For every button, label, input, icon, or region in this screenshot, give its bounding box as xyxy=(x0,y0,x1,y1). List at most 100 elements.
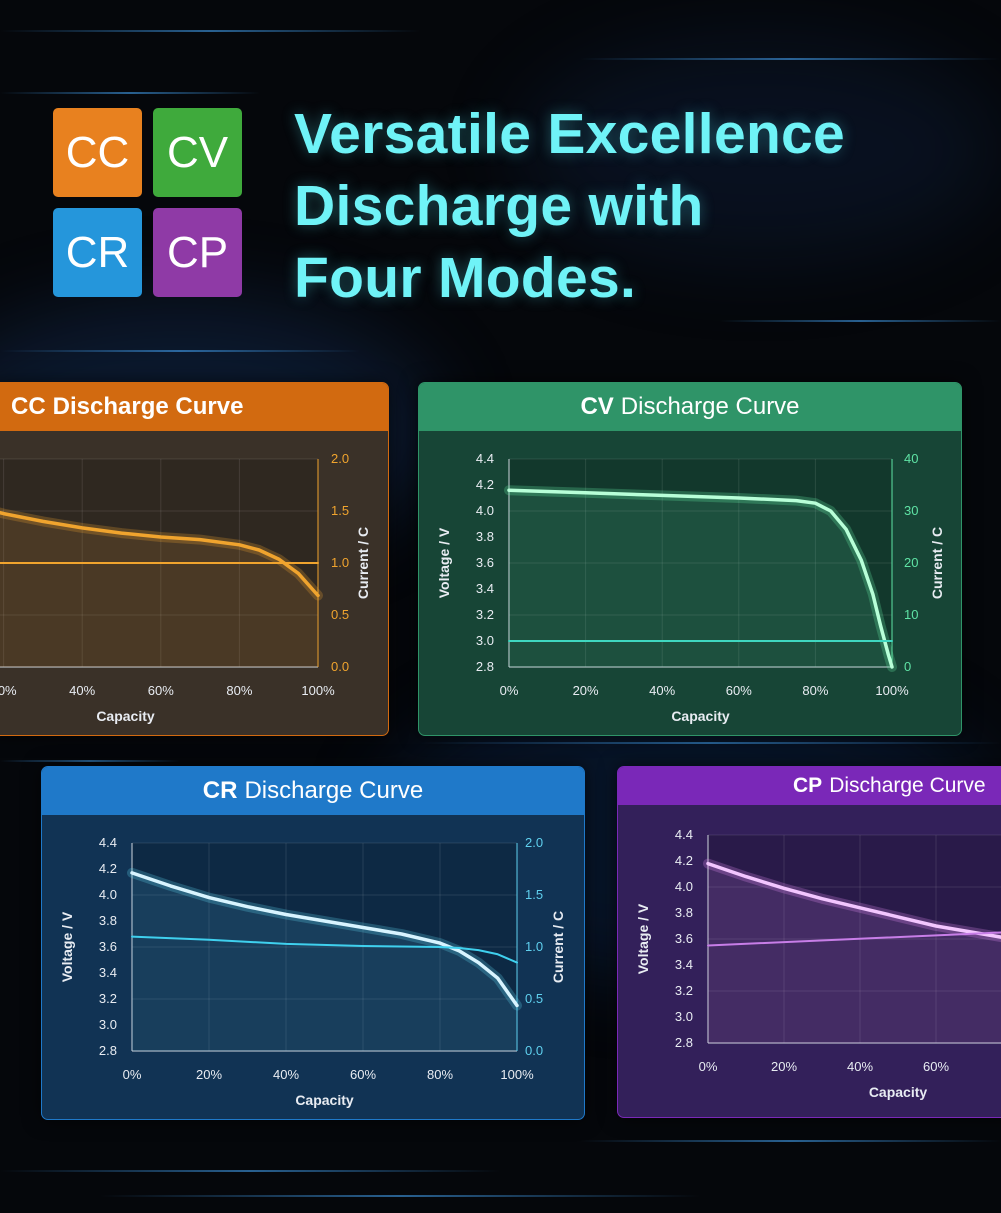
headline: Versatile Excellence Discharge with Four… xyxy=(294,98,845,314)
cc-x-tick-label: 100% xyxy=(301,683,335,698)
cc-y2-tick-label: 2.0 xyxy=(331,451,349,466)
cv-y-axis-title: Voltage / V xyxy=(436,527,452,598)
cr-discharge-chart: 0% 20% 40% 60% 80% 100% 4.4 4.2 4.0 3.8 3.6 3.4 3.2 3… xyxy=(59,835,566,1108)
cp-panel-header: CP Discharge Curve xyxy=(618,767,1001,805)
cr-series-1-line xyxy=(131,935,518,964)
cr-y2-tick-label: 1.0 xyxy=(525,939,543,954)
cr-panel-header: CR Discharge Curve xyxy=(42,767,584,815)
cp-x-tick-label: 20% xyxy=(771,1059,797,1074)
badge-cc: CC xyxy=(53,108,142,197)
cr-x-axis-title: Capacity xyxy=(295,1092,354,1108)
cp-x-tick-label: 60% xyxy=(923,1059,949,1074)
cv-title-rest: Discharge Curve xyxy=(620,393,800,420)
cc-panel-header: CC Discharge Curve xyxy=(0,383,388,431)
cv-y-tick-label: 4.0 xyxy=(476,503,494,518)
headline-line-1: Versatile Excellence xyxy=(294,102,846,166)
cc-x-tick-label: 40% xyxy=(69,683,95,698)
cr-title-rest: Discharge Curve xyxy=(244,777,424,804)
cp-y-tick-label: 3.4 xyxy=(675,957,693,972)
cv-y2-tick-label: 30 xyxy=(904,503,918,518)
cc-title-rest: Discharge Curve xyxy=(52,393,244,420)
cv-y-tick-label: 3.0 xyxy=(476,633,494,648)
cr-y-tick-label: 3.4 xyxy=(99,965,117,980)
cr-x-tick-label: 40% xyxy=(273,1067,299,1082)
cv-y2-tick-label: 20 xyxy=(904,555,918,570)
cv-y-tick-label: 3.6 xyxy=(476,555,494,570)
cp-y-tick-label: 2.8 xyxy=(675,1035,693,1050)
cv-x-tick-label: 60% xyxy=(726,683,752,698)
cr-y-tick-label: 4.4 xyxy=(99,835,117,850)
cp-title-rest: Discharge Curve xyxy=(829,774,986,797)
cv-y-tick-label: 3.4 xyxy=(476,581,494,596)
cr-discharge-panel: CR Discharge Curve 0% 20% 40% 60% 80% 100% 4.4… xyxy=(41,766,585,1120)
cc-x-tick-label: 20% xyxy=(0,683,17,698)
cr-y-tick-label: 3.6 xyxy=(99,939,117,954)
cp-y-axis-title: Voltage / V xyxy=(635,903,651,974)
cv-x-tick-label: 80% xyxy=(802,683,828,698)
mode-badges: CC CV CR CP xyxy=(53,108,243,298)
cv-y-tick-label: 2.8 xyxy=(476,659,494,674)
cr-y-tick-label: 2.8 xyxy=(99,1043,117,1058)
cp-x-tick-label: 0% xyxy=(699,1059,718,1074)
badge-cv: CV xyxy=(153,108,242,197)
cv-y2-tick-label: 10 xyxy=(904,607,918,622)
cc-y2-tick-label: 1.5 xyxy=(331,503,349,518)
cr-x-tick-label: 100% xyxy=(500,1067,534,1082)
cv-panel-header: CV Discharge Curve xyxy=(419,383,961,431)
cr-y-tick-label: 4.0 xyxy=(99,887,117,902)
cp-series-0-line xyxy=(706,861,1001,939)
cr-y2-tick-label: 0.5 xyxy=(525,991,543,1006)
cp-x-axis-title: Capacity xyxy=(869,1084,928,1100)
cr-x-tick-label: 20% xyxy=(196,1067,222,1082)
cv-y-tick-label: 3.8 xyxy=(476,529,494,544)
cc-x-tick-label: 60% xyxy=(148,683,174,698)
cp-discharge-chart: 0% 20% 40% 60% 4.4 4.2 4.0 3.8 3.6 3.4 3.2 3.0 2.8 Ca… xyxy=(635,827,1001,1100)
cp-y-tick-label: 4.0 xyxy=(675,879,693,894)
cp-discharge-panel: CP Discharge Curve 0% 20% 40% 60% 4.4 4.2 4.0 3… xyxy=(617,766,1001,1118)
cr-x-tick-label: 0% xyxy=(123,1067,142,1082)
cc-y2-tick-label: 0.0 xyxy=(331,659,349,674)
cv-y-tick-label: 4.2 xyxy=(476,477,494,492)
cr-y2-tick-label: 1.5 xyxy=(525,887,543,902)
cv-x-tick-label: 40% xyxy=(649,683,675,698)
cv-discharge-chart: 0% 20% 40% 60% 80% 100% 4.4 4.2 4.0 3.8 3.6 3.4 3.2 3… xyxy=(436,451,945,724)
cp-y-tick-label: 4.2 xyxy=(675,853,693,868)
cr-series-0-area xyxy=(132,872,517,1051)
cp-y-tick-label: 3.0 xyxy=(675,1009,693,1024)
cr-y2-axis-title: Current / C xyxy=(550,911,566,983)
cp-y-tick-label: 3.8 xyxy=(675,905,693,920)
cp-series-0-area xyxy=(708,863,1001,1043)
cp-y-tick-label: 3.2 xyxy=(675,983,693,998)
headline-line-3: Four Modes. xyxy=(294,246,637,310)
cv-title-bold: CV xyxy=(580,393,614,420)
cr-title-bold: CR xyxy=(202,777,238,804)
cv-y2-tick-label: 40 xyxy=(904,451,918,466)
cc-discharge-panel: CC Discharge Curve 20% 40% 60% 80% 100% 2.0 1.… xyxy=(0,382,389,736)
cc-y2-tick-label: 1.0 xyxy=(331,555,349,570)
cv-y-tick-label: 3.2 xyxy=(476,607,494,622)
cc-x-axis-title: Capacity xyxy=(96,708,155,724)
cc-y2-tick-label: 0.5 xyxy=(331,607,349,622)
cv-x-tick-label: 20% xyxy=(573,683,599,698)
cr-x-tick-label: 60% xyxy=(350,1067,376,1082)
cv-x-tick-label: 0% xyxy=(500,683,519,698)
cc-discharge-chart: 20% 40% 60% 80% 100% 2.0 1.5 1.0 0.5 0.0 Capacity C… xyxy=(0,451,371,724)
cr-y-tick-label: 3.0 xyxy=(99,1017,117,1032)
badge-cp: CP xyxy=(153,208,242,297)
cc-x-tick-label: 80% xyxy=(226,683,252,698)
cr-y2-tick-label: 2.0 xyxy=(525,835,543,850)
cc-series-0-line xyxy=(0,510,320,598)
cp-title-bold: CP xyxy=(793,774,823,797)
cc-title-bold: CC xyxy=(11,393,46,420)
cr-y-tick-label: 3.8 xyxy=(99,913,117,928)
cp-y-tick-label: 3.6 xyxy=(675,931,693,946)
cr-y-axis-title: Voltage / V xyxy=(59,911,75,982)
cr-x-tick-label: 80% xyxy=(427,1067,453,1082)
cv-y2-axis-title: Current / C xyxy=(929,527,945,599)
cv-discharge-panel: CV Discharge Curve 0% 20% 40% 60% 80% 100% 4.4… xyxy=(418,382,962,736)
headline-line-2: Discharge with xyxy=(294,174,704,238)
cr-y-tick-label: 3.2 xyxy=(99,991,117,1006)
cv-y2-tick-label: 0 xyxy=(904,659,911,674)
cv-series-0-line xyxy=(507,488,894,669)
cp-x-tick-label: 40% xyxy=(847,1059,873,1074)
